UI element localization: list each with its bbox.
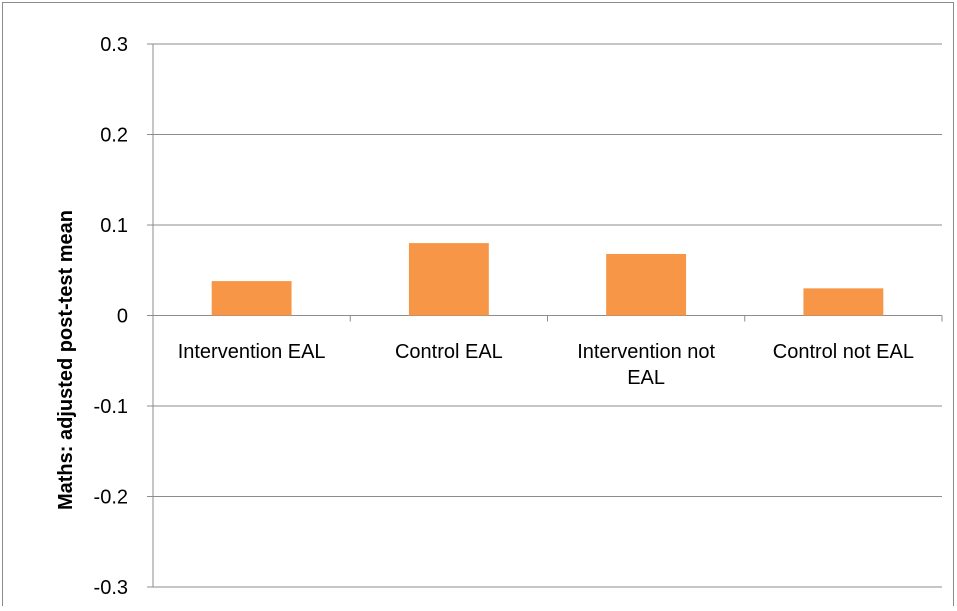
category-label-line: Control not EAL	[773, 341, 914, 363]
category-label: Intervention not EAL	[577, 341, 715, 389]
category-label: Control not EAL	[773, 341, 914, 363]
y-tick-label: -0.2	[94, 487, 128, 509]
y-tick-label: 0.2	[100, 125, 128, 147]
bar	[408, 243, 489, 316]
y-tick-label: -0.3	[94, 577, 128, 599]
bar	[803, 288, 884, 316]
category-label-line: Intervention not	[577, 341, 715, 363]
category-label: Intervention EAL	[178, 341, 326, 363]
labels: 0.3 0.2 0.1 0 -0.1 -0.2 -0.3 Intervention EAL Co…	[94, 34, 914, 599]
y-tick-label: 0.1	[100, 215, 128, 237]
category-label: Control EAL	[395, 341, 503, 363]
bar	[211, 281, 292, 316]
y-axis-title: Maths: adjusted post-test mean	[55, 210, 77, 510]
y-tick-label: 0	[117, 306, 128, 328]
y-tick-label: -0.1	[94, 396, 128, 418]
category-label-line: Control EAL	[395, 341, 503, 363]
category-label-line: EAL	[627, 367, 665, 389]
axes	[152, 44, 943, 587]
bar	[606, 253, 687, 316]
y-tick-label: 0.3	[100, 34, 128, 56]
bars	[211, 243, 884, 316]
category-label-line: Intervention EAL	[178, 341, 326, 363]
